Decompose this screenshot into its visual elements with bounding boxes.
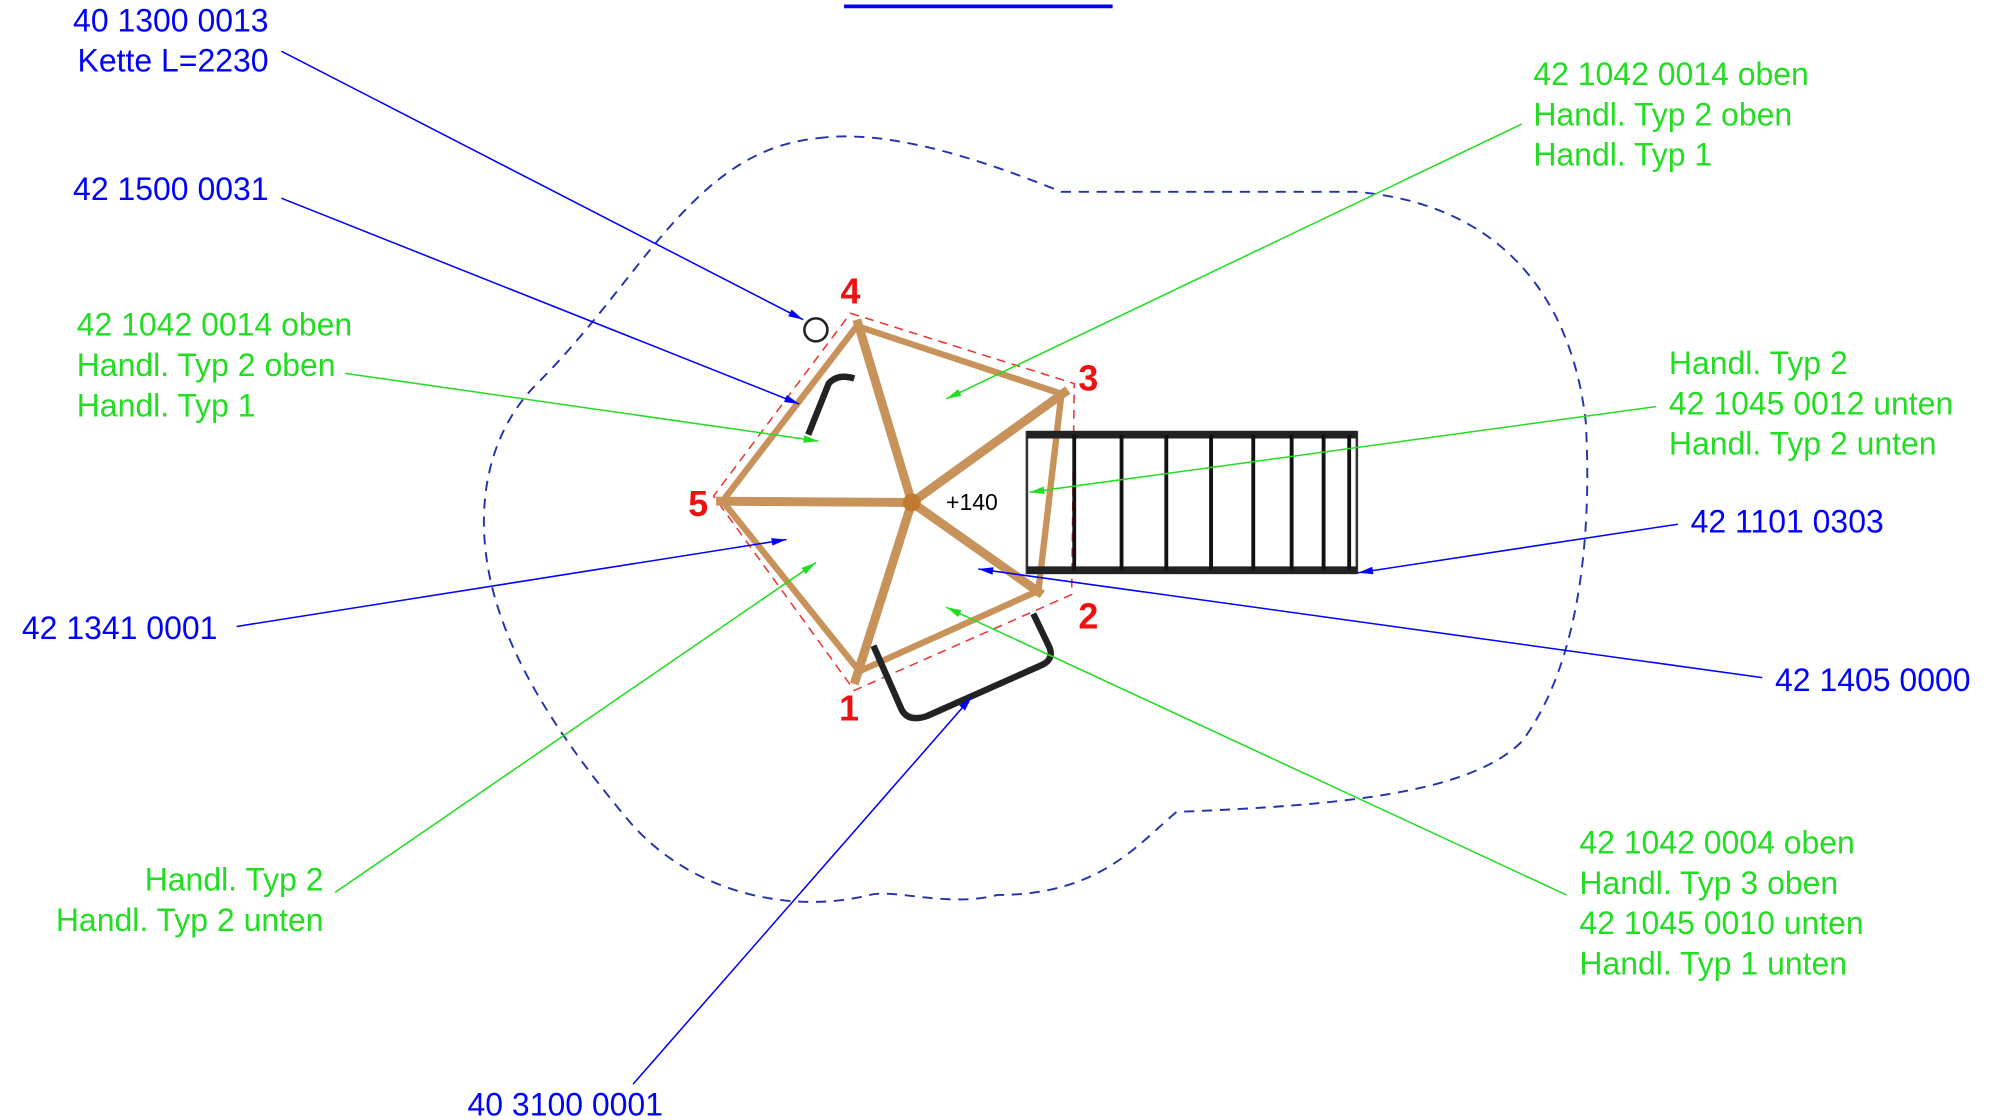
- arrowhead: [1029, 486, 1045, 494]
- leader-line: [946, 606, 1567, 896]
- callout-text: 42 1045 0012 unten: [1669, 385, 1953, 421]
- arrowhead: [978, 567, 994, 575]
- callout-text: Handl. Typ 2: [145, 862, 324, 898]
- callout-text: Handl. Typ 3 oben: [1579, 865, 1838, 901]
- vertex-number: 2: [1078, 596, 1098, 636]
- leader-line: [1358, 523, 1678, 574]
- leader-line: [1029, 405, 1657, 493]
- callout-text: 40 3100 0001: [468, 1087, 663, 1120]
- callout-text: 40 1300 0013: [73, 2, 268, 38]
- tower-frame: [716, 318, 1071, 686]
- leader-line: [281, 197, 800, 405]
- callout-text: 42 1405 0000: [1775, 662, 1970, 698]
- arrowhead: [946, 607, 962, 618]
- callout-text: 42 1042 0004 oben: [1579, 825, 1854, 861]
- callout-text: 42 1042 0014 oben: [1533, 56, 1808, 92]
- callout-text: Handl. Typ 1: [77, 387, 256, 423]
- ladder: [1025, 430, 1359, 575]
- callout-text: Kette L=2230: [78, 43, 269, 79]
- chain-ring: [803, 317, 829, 343]
- handle: [805, 373, 856, 436]
- leader-line: [280, 50, 804, 321]
- arrowhead: [771, 538, 787, 546]
- vertex-number: 1: [839, 688, 859, 728]
- callout-text: Handl. Typ 2 oben: [1533, 96, 1792, 132]
- callout-text: Handl. Typ 2: [1669, 345, 1848, 381]
- callout-text: Handl. Typ 2 oben: [77, 347, 336, 383]
- callout-text: Handl. Typ 1 unten: [1579, 945, 1847, 981]
- callout-text: 42 1042 0014 oben: [77, 307, 352, 343]
- leader-line: [946, 123, 1523, 400]
- leader-line: [978, 568, 1763, 679]
- leader-line: [345, 372, 819, 442]
- bottom-handle: [870, 612, 1054, 722]
- callout-text: 42 1045 0010 unten: [1579, 905, 1863, 941]
- arrowhead: [784, 394, 800, 405]
- vertex-number: 5: [688, 484, 708, 524]
- arrowhead: [959, 696, 972, 711]
- arrowhead: [1358, 566, 1374, 575]
- callout-text: 42 1101 0303: [1691, 504, 1884, 540]
- callout-text: 42 1500 0031: [73, 171, 268, 207]
- arrowhead: [801, 562, 816, 575]
- callout-text: Handl. Typ 1: [1533, 137, 1712, 173]
- arrowhead: [946, 389, 962, 399]
- callout-text: 42 1341 0001: [22, 610, 217, 646]
- leader-line: [632, 696, 973, 1085]
- safety-area: [482, 135, 1589, 903]
- leader-line: [236, 538, 787, 628]
- height-mark: +140: [946, 489, 998, 515]
- arrowhead: [788, 309, 804, 320]
- callout-text: Handl. Typ 2 unten: [1669, 426, 1937, 462]
- callout-text: Handl. Typ 2 unten: [56, 902, 324, 938]
- arrowhead: [803, 435, 819, 443]
- vertex-number: 4: [840, 272, 860, 312]
- center-post: [902, 493, 921, 512]
- leader-line: [334, 561, 817, 894]
- vertex-number: 3: [1078, 358, 1098, 398]
